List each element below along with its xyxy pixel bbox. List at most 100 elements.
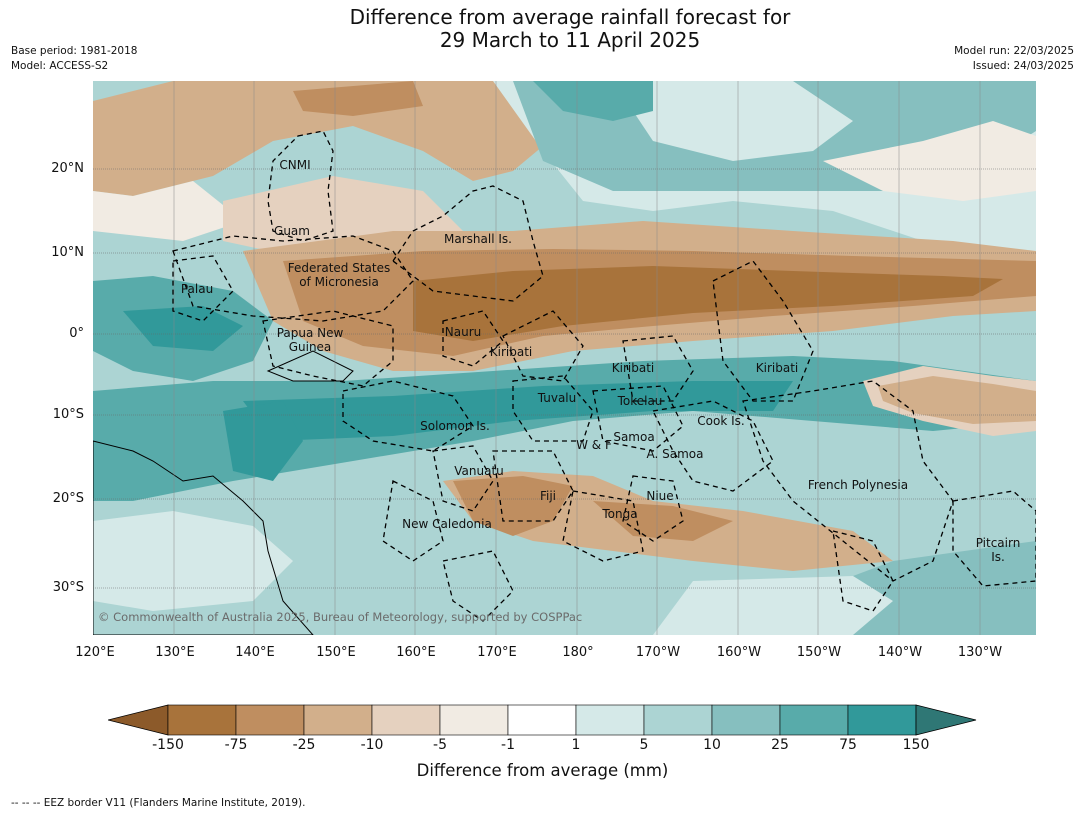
eez-frpoly bbox=[742, 380, 954, 582]
map-graphic bbox=[93, 81, 1036, 635]
wet-core-coral-sea bbox=[223, 401, 303, 481]
label-niue: Niue bbox=[646, 489, 674, 503]
colorbar-tick-label: 5 bbox=[639, 737, 649, 753]
dry-patch-north bbox=[293, 81, 423, 116]
lat-tick-0: 0° bbox=[69, 326, 84, 341]
label-fiji: Fiji bbox=[539, 489, 557, 503]
wet-core-south-pacific bbox=[243, 381, 793, 441]
colorbar-tick-label: -25 bbox=[292, 737, 316, 753]
label-pitcairn-line-1: Pitcairn bbox=[975, 536, 1021, 550]
colorbar-extend-high bbox=[915, 704, 977, 736]
lon-tick-130e: 130°E bbox=[155, 645, 195, 660]
colorbar-tick-label: -10 bbox=[360, 737, 384, 753]
dry-core-tonga bbox=[593, 501, 733, 541]
label-nauru: Nauru bbox=[444, 325, 482, 339]
colorbar-tick-label: 75 bbox=[839, 737, 857, 753]
lon-tick-140e: 140°E bbox=[235, 645, 275, 660]
colorbar-swatch bbox=[643, 704, 713, 736]
label-newcal: New Caledonia bbox=[402, 517, 492, 531]
base-period: Base period: 1981-2018 bbox=[11, 45, 138, 57]
colorbar bbox=[108, 704, 977, 736]
label-png-line-2: Guinea bbox=[288, 340, 332, 354]
label-cook: Cook Is. bbox=[697, 414, 745, 428]
colorbar-swatch bbox=[235, 704, 305, 736]
wet-core-palau bbox=[123, 306, 243, 351]
label-guam: Guam bbox=[274, 224, 310, 238]
colorbar-tick-label: -150 bbox=[152, 737, 184, 753]
eez-kiribati-central bbox=[622, 335, 694, 402]
lon-tick-120e: 120°E bbox=[75, 645, 115, 660]
colorbar-tick-label: -1 bbox=[501, 737, 515, 753]
eez-niue bbox=[622, 475, 684, 542]
colorbar-swatch bbox=[507, 704, 577, 736]
model-name: Model: ACCESS-S2 bbox=[11, 60, 109, 72]
title-line-2: 29 March to 11 April 2025 bbox=[439, 28, 701, 52]
label-samoa: Samoa bbox=[613, 430, 655, 444]
colorbar-swatch bbox=[167, 704, 237, 736]
lat-tick-10n: 10°N bbox=[51, 245, 84, 260]
label-tuvalu: Tuvalu bbox=[537, 391, 577, 405]
meta-left: Base period: 1981-2018 Model: ACCESS-S2 bbox=[11, 44, 137, 74]
australia-coastline bbox=[93, 440, 314, 635]
dry-zone-east-inner bbox=[878, 376, 1036, 424]
lon-tick-150w: 150°W bbox=[796, 645, 842, 660]
colorbar-swatches bbox=[108, 704, 977, 736]
label-kiribati-central: Kiribati bbox=[611, 361, 655, 375]
label-frpoly: French Polynesia bbox=[807, 478, 909, 492]
lon-tick-160e: 160°E bbox=[396, 645, 436, 660]
eez-newcal bbox=[382, 480, 444, 562]
lon-tick-180: 180° bbox=[562, 645, 594, 660]
footnote: -- -- -- EEZ border V11 (Flanders Marine… bbox=[11, 797, 306, 809]
colorbar-swatch bbox=[303, 704, 373, 736]
eez-tuvalu bbox=[512, 375, 594, 442]
lat-tick-20n: 20°N bbox=[51, 161, 84, 176]
light-zone-south bbox=[653, 576, 893, 635]
label-fsm-line-1: Federated States bbox=[287, 261, 391, 275]
colorbar-swatch bbox=[439, 704, 509, 736]
colorbar-swatch bbox=[371, 704, 441, 736]
label-cnmi: CNMI bbox=[279, 158, 311, 172]
dry-zone-northwest bbox=[93, 81, 593, 196]
label-palau: Palau bbox=[180, 282, 214, 296]
chart-title: Difference from average rainfall forecas… bbox=[0, 6, 1085, 52]
label-tokelau: Tokelau bbox=[617, 394, 663, 408]
lon-tick-170e: 170°E bbox=[477, 645, 517, 660]
eez-solomon bbox=[342, 380, 474, 452]
eez-cnmi bbox=[267, 130, 334, 242]
label-vanuatu: Vanuatu bbox=[454, 464, 504, 478]
label-kiribati-west: Kiribati bbox=[489, 345, 533, 359]
wet-core-north bbox=[533, 81, 653, 121]
lon-tick-140w: 140°W bbox=[877, 645, 923, 660]
label-png-line-1: Papua New bbox=[276, 326, 344, 340]
eez-png bbox=[262, 310, 394, 387]
neutral-zone-west bbox=[93, 181, 243, 241]
model-run: Model run: 22/03/2025 bbox=[954, 45, 1074, 57]
eez-palau bbox=[172, 255, 234, 322]
label-asamoa: A. Samoa bbox=[646, 447, 704, 461]
meridians bbox=[173, 81, 981, 635]
eez-marshall bbox=[392, 185, 544, 302]
issued-date: Issued: 24/03/2025 bbox=[972, 60, 1074, 72]
eez-borders bbox=[172, 130, 1036, 622]
label-pitcairn: Pitcairn Is. bbox=[976, 536, 1021, 564]
colorbar-swatch bbox=[711, 704, 781, 736]
label-fsm-line-2: of Micronesia bbox=[299, 275, 379, 289]
eez-nauru bbox=[442, 310, 504, 367]
colorbar-tick-label: -75 bbox=[224, 737, 248, 753]
colorbar-swatch bbox=[847, 704, 917, 736]
dry-band-equatorial-core bbox=[413, 266, 1003, 341]
colorbar-tick-label: 150 bbox=[902, 737, 930, 753]
lat-tick-20s: 20°S bbox=[52, 491, 84, 506]
lon-tick-170w: 170°W bbox=[635, 645, 681, 660]
colorbar-tick-label: 25 bbox=[771, 737, 789, 753]
eez-micronesia bbox=[172, 235, 414, 322]
lat-tick-10s: 10°S bbox=[52, 407, 84, 422]
eez-kiribati-east bbox=[712, 260, 814, 402]
label-pitcairn-line-2: Is. bbox=[991, 550, 1005, 564]
label-tonga: Tonga bbox=[602, 507, 638, 521]
label-png: Papua New Guinea bbox=[277, 326, 344, 354]
label-marshall: Marshall Is. bbox=[444, 232, 512, 246]
meta-right: Model run: 22/03/2025 Issued: 24/03/2025 bbox=[954, 44, 1074, 74]
rainfall-map: CNMI Guam Marshall Is. Federated States … bbox=[93, 81, 1036, 635]
colorbar-tick-label: -5 bbox=[433, 737, 447, 753]
